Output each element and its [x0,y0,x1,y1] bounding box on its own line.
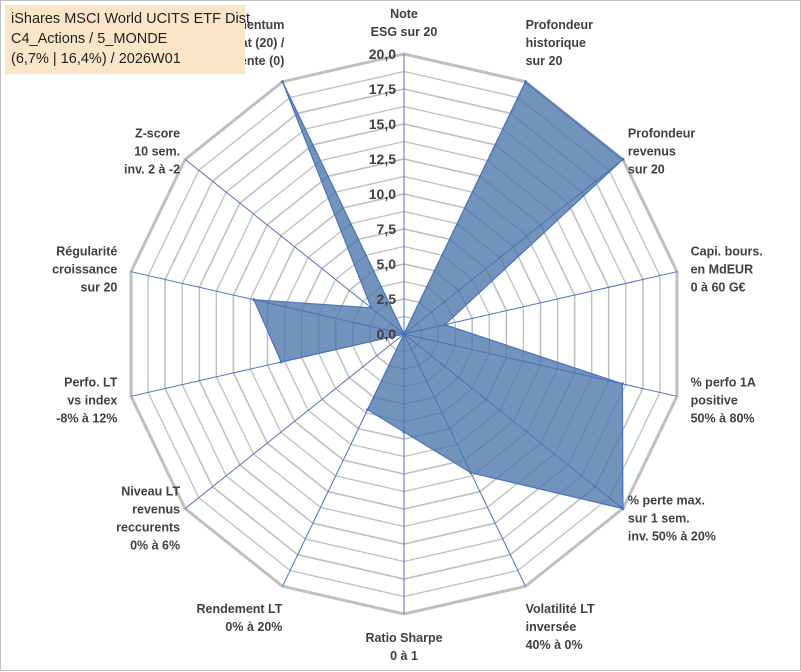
radial-tick-label: 12,5 [369,151,396,167]
radial-tick-label: 20,0 [369,46,396,62]
data-point [524,80,527,84]
radial-tick-label: 0,0 [377,326,397,342]
data-point [621,507,625,511]
data-point [369,306,373,310]
category-label: Rendement LT 0% à 20% [197,602,283,634]
axis-spoke [184,333,405,509]
data-point [279,360,283,364]
category-label: Niveau LT revenus reccurents 0% à 6% [116,484,180,552]
radial-tick-label: 5,0 [377,256,397,272]
data-point [402,430,406,434]
data-point [252,298,256,302]
category-label: % perfo 1A positive 50% à 80% [691,375,756,425]
data-point [621,157,625,161]
data-point [402,332,406,336]
category-label: Z-score 10 sem. inv. 2 à -2 [124,127,180,177]
data-point [281,80,284,84]
chart-title-line-1: iShares MSCI World UCITS ETF Dist [11,11,251,27]
category-label: Ratio Sharpe 0 à 1 [365,631,442,663]
category-label: Profondeur revenus sur 20 [628,127,695,177]
data-point [366,408,370,412]
category-label: Note ESG sur 20 [371,7,438,39]
chart-title-line-3: (6,7% | 16,4%) / 2026W01 [11,51,181,67]
data-point [469,471,473,475]
radial-tick-label: 10,0 [369,186,396,202]
category-label: Profondeur historique sur 20 [526,18,593,68]
category-label: Perfo. LT vs index -8% à 12% [56,375,118,425]
axis-spoke [184,159,405,335]
data-point [620,382,624,386]
data-point [443,323,447,327]
radial-tick-label: 2,5 [377,291,397,307]
category-label: % perte max. sur 1 sem. inv. 50% à 20% [628,493,716,543]
category-label: Volatilité LT inversée 40% à 0% [526,602,595,652]
chart-title-box: iShares MSCI World UCITS ETF Dist C4_Act… [5,5,251,74]
category-label: Régularité croissance sur 20 [52,245,117,295]
radial-tick-label: 15,0 [369,116,396,132]
axis-spoke [403,271,678,335]
chart-title-line-2: C4_Actions / 5_MONDE [11,31,168,47]
radial-tick-label: 17,5 [369,81,396,97]
category-label: Capi. bours. en MdEUR 0 à 60 G€ [691,245,763,295]
radial-tick-label: 7,5 [377,221,397,237]
